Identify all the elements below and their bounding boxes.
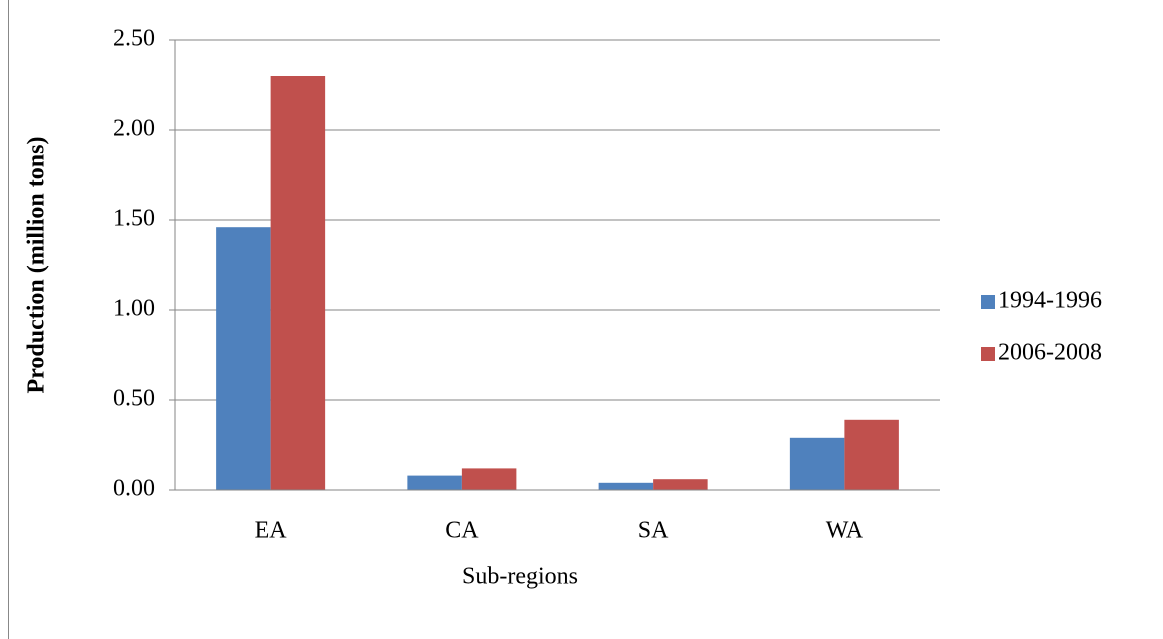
- bar: [461, 468, 517, 490]
- bar: [270, 76, 326, 490]
- y-tick-label: 0.00: [113, 476, 155, 502]
- y-tick-label: 2.50: [113, 26, 155, 52]
- x-tick-label: SA: [638, 518, 669, 544]
- y-tick-label: 1.50: [113, 206, 155, 232]
- bar: [844, 419, 899, 490]
- bar: [598, 482, 654, 490]
- y-tick-label: 0.50: [113, 386, 155, 412]
- bar: [216, 227, 271, 490]
- x-axis-title: Sub-regions: [462, 564, 578, 590]
- y-tick-label: 2.00: [113, 116, 155, 142]
- bar: [789, 437, 845, 490]
- legend-swatch: [981, 347, 995, 361]
- bar: [407, 475, 462, 490]
- x-tick-label: WA: [826, 518, 864, 544]
- legend-label: 1994-1996: [998, 288, 1102, 314]
- legend-swatch: [981, 295, 995, 309]
- y-tick-label: 1.00: [113, 296, 155, 322]
- y-axis-title: Production (million tons): [24, 137, 50, 394]
- legend-label: 2006-2008: [998, 340, 1102, 366]
- x-tick-label: EA: [255, 518, 288, 544]
- bar: [653, 479, 708, 490]
- x-tick-label: CA: [445, 518, 479, 544]
